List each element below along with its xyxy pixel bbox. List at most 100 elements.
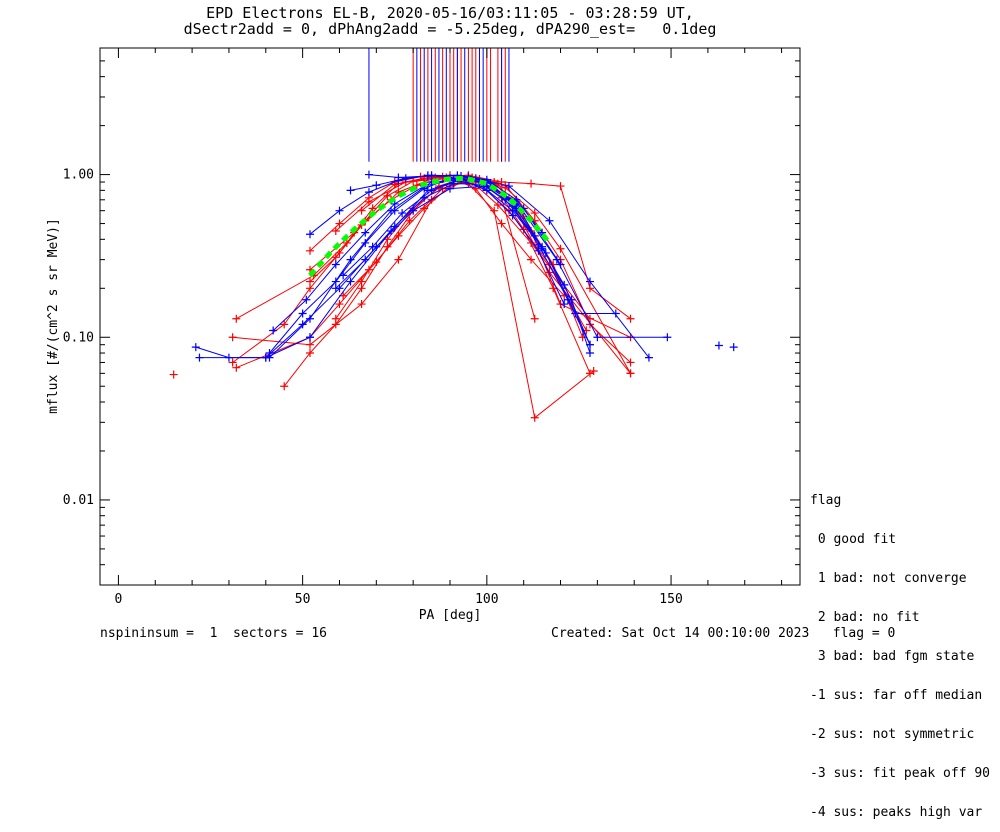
data-point <box>423 186 432 195</box>
data-point <box>586 340 594 349</box>
data-point <box>302 295 311 304</box>
data-point <box>401 174 410 183</box>
data-point <box>560 300 569 309</box>
data-point <box>586 277 594 286</box>
x-axis-label: PA [deg] <box>419 608 482 623</box>
data-point <box>611 309 620 318</box>
y-tick-label: 1.00 <box>63 168 94 183</box>
data-point <box>383 191 392 200</box>
series-line <box>236 178 631 374</box>
legend-item: -3 sus: fit peak off 90 <box>810 766 991 781</box>
flag-legend: flag 0 good fit 1 bad: not converge 2 ba… <box>810 468 990 832</box>
chart-title-line-1: EPD Electrons EL-B, 2020-05-16/03:11:05 … <box>206 4 694 22</box>
data-point <box>398 209 407 218</box>
legend-item: 2 bad: no fit <box>810 610 920 625</box>
data-point <box>346 277 355 286</box>
data-point <box>626 369 635 378</box>
series-line <box>309 174 565 305</box>
data-point <box>449 179 458 188</box>
data-point <box>394 255 403 264</box>
data-point <box>306 230 314 239</box>
data-point <box>626 358 635 367</box>
data-point <box>372 242 381 251</box>
data-point <box>339 271 348 280</box>
data-point <box>331 314 340 323</box>
data-point <box>331 260 340 269</box>
data-point <box>446 184 454 193</box>
data-point <box>335 219 344 228</box>
pitch-angle-chart: 0 50 100 150 0.01 0.10 1.00 PA [deg] mflux [#/… <box>46 47 801 623</box>
data-point <box>427 171 436 180</box>
data-point <box>571 309 580 318</box>
data-point <box>195 353 204 362</box>
data-point <box>530 314 539 323</box>
data-point <box>364 188 373 197</box>
legend-item: -1 sus: far off median <box>810 688 983 703</box>
data-point <box>357 284 366 293</box>
data-point <box>306 277 314 286</box>
data-point <box>497 219 506 228</box>
data-point <box>586 284 594 293</box>
data-point <box>331 253 340 262</box>
data-point <box>589 367 598 376</box>
footer-spin-info: nspininsum = 1 sectors = 16 <box>100 626 327 641</box>
data-point <box>306 314 314 323</box>
median-fit-curve <box>308 175 552 278</box>
data-point <box>364 170 373 179</box>
data-point <box>346 186 355 195</box>
legend-item: 3 bad: bad fgm state <box>810 649 975 664</box>
y-tick-label: 0.10 <box>63 330 94 345</box>
data-point <box>394 173 403 182</box>
data-point <box>298 320 307 329</box>
data-point <box>482 182 491 191</box>
x-tick-label: 100 <box>475 592 498 607</box>
data-point <box>372 181 381 190</box>
data-point <box>372 258 381 267</box>
isolated-point <box>714 341 723 350</box>
data-point <box>335 284 344 293</box>
data-point <box>346 255 355 264</box>
data-point <box>493 201 502 210</box>
data-point <box>228 333 237 342</box>
x-tick-label: 50 <box>295 592 311 607</box>
data-point <box>527 255 536 264</box>
data-point <box>383 242 392 251</box>
data-point <box>232 363 241 372</box>
footer-created-info: Created: Sat Oct 14 00:10:00 2023 flag =… <box>551 626 896 641</box>
isolated-point <box>729 343 738 352</box>
data-point <box>191 343 200 352</box>
data-point <box>335 300 344 309</box>
data-point <box>387 227 396 236</box>
x-tick-label: 150 <box>659 592 682 607</box>
axes: 0 50 100 150 0.01 0.10 1.00 <box>63 47 800 607</box>
data-point <box>280 320 289 329</box>
series-line <box>309 178 595 419</box>
chart-title-line-2: dSectr2add = 0, dPhAng2add = -5.25deg, d… <box>183 20 717 38</box>
data-point <box>556 182 565 191</box>
legend-item: 0 good fit <box>810 532 897 547</box>
y-axis-label: mflux [#/(cm^2 s sr MeV)] <box>46 218 61 414</box>
isolated-point <box>169 370 178 379</box>
data-point <box>527 179 536 188</box>
y-tick-label: 0.01 <box>63 493 94 508</box>
chart-marks <box>169 48 738 422</box>
data-point <box>306 284 314 293</box>
data-point <box>578 333 587 342</box>
data-point <box>545 268 554 277</box>
data-point <box>232 314 241 323</box>
data-point <box>545 216 554 225</box>
data-point <box>556 260 565 269</box>
data-point <box>306 246 314 255</box>
data-point <box>361 238 370 247</box>
data-point <box>357 277 366 286</box>
data-point <box>556 244 565 253</box>
series-line <box>232 176 591 363</box>
data-point <box>306 340 314 349</box>
data-point <box>357 300 366 309</box>
data-point <box>530 413 539 422</box>
data-point <box>405 216 414 225</box>
data-point <box>504 182 513 191</box>
legend-item: -2 sus: not symmetric <box>810 727 975 742</box>
data-point <box>361 228 370 237</box>
data-point <box>357 206 366 215</box>
